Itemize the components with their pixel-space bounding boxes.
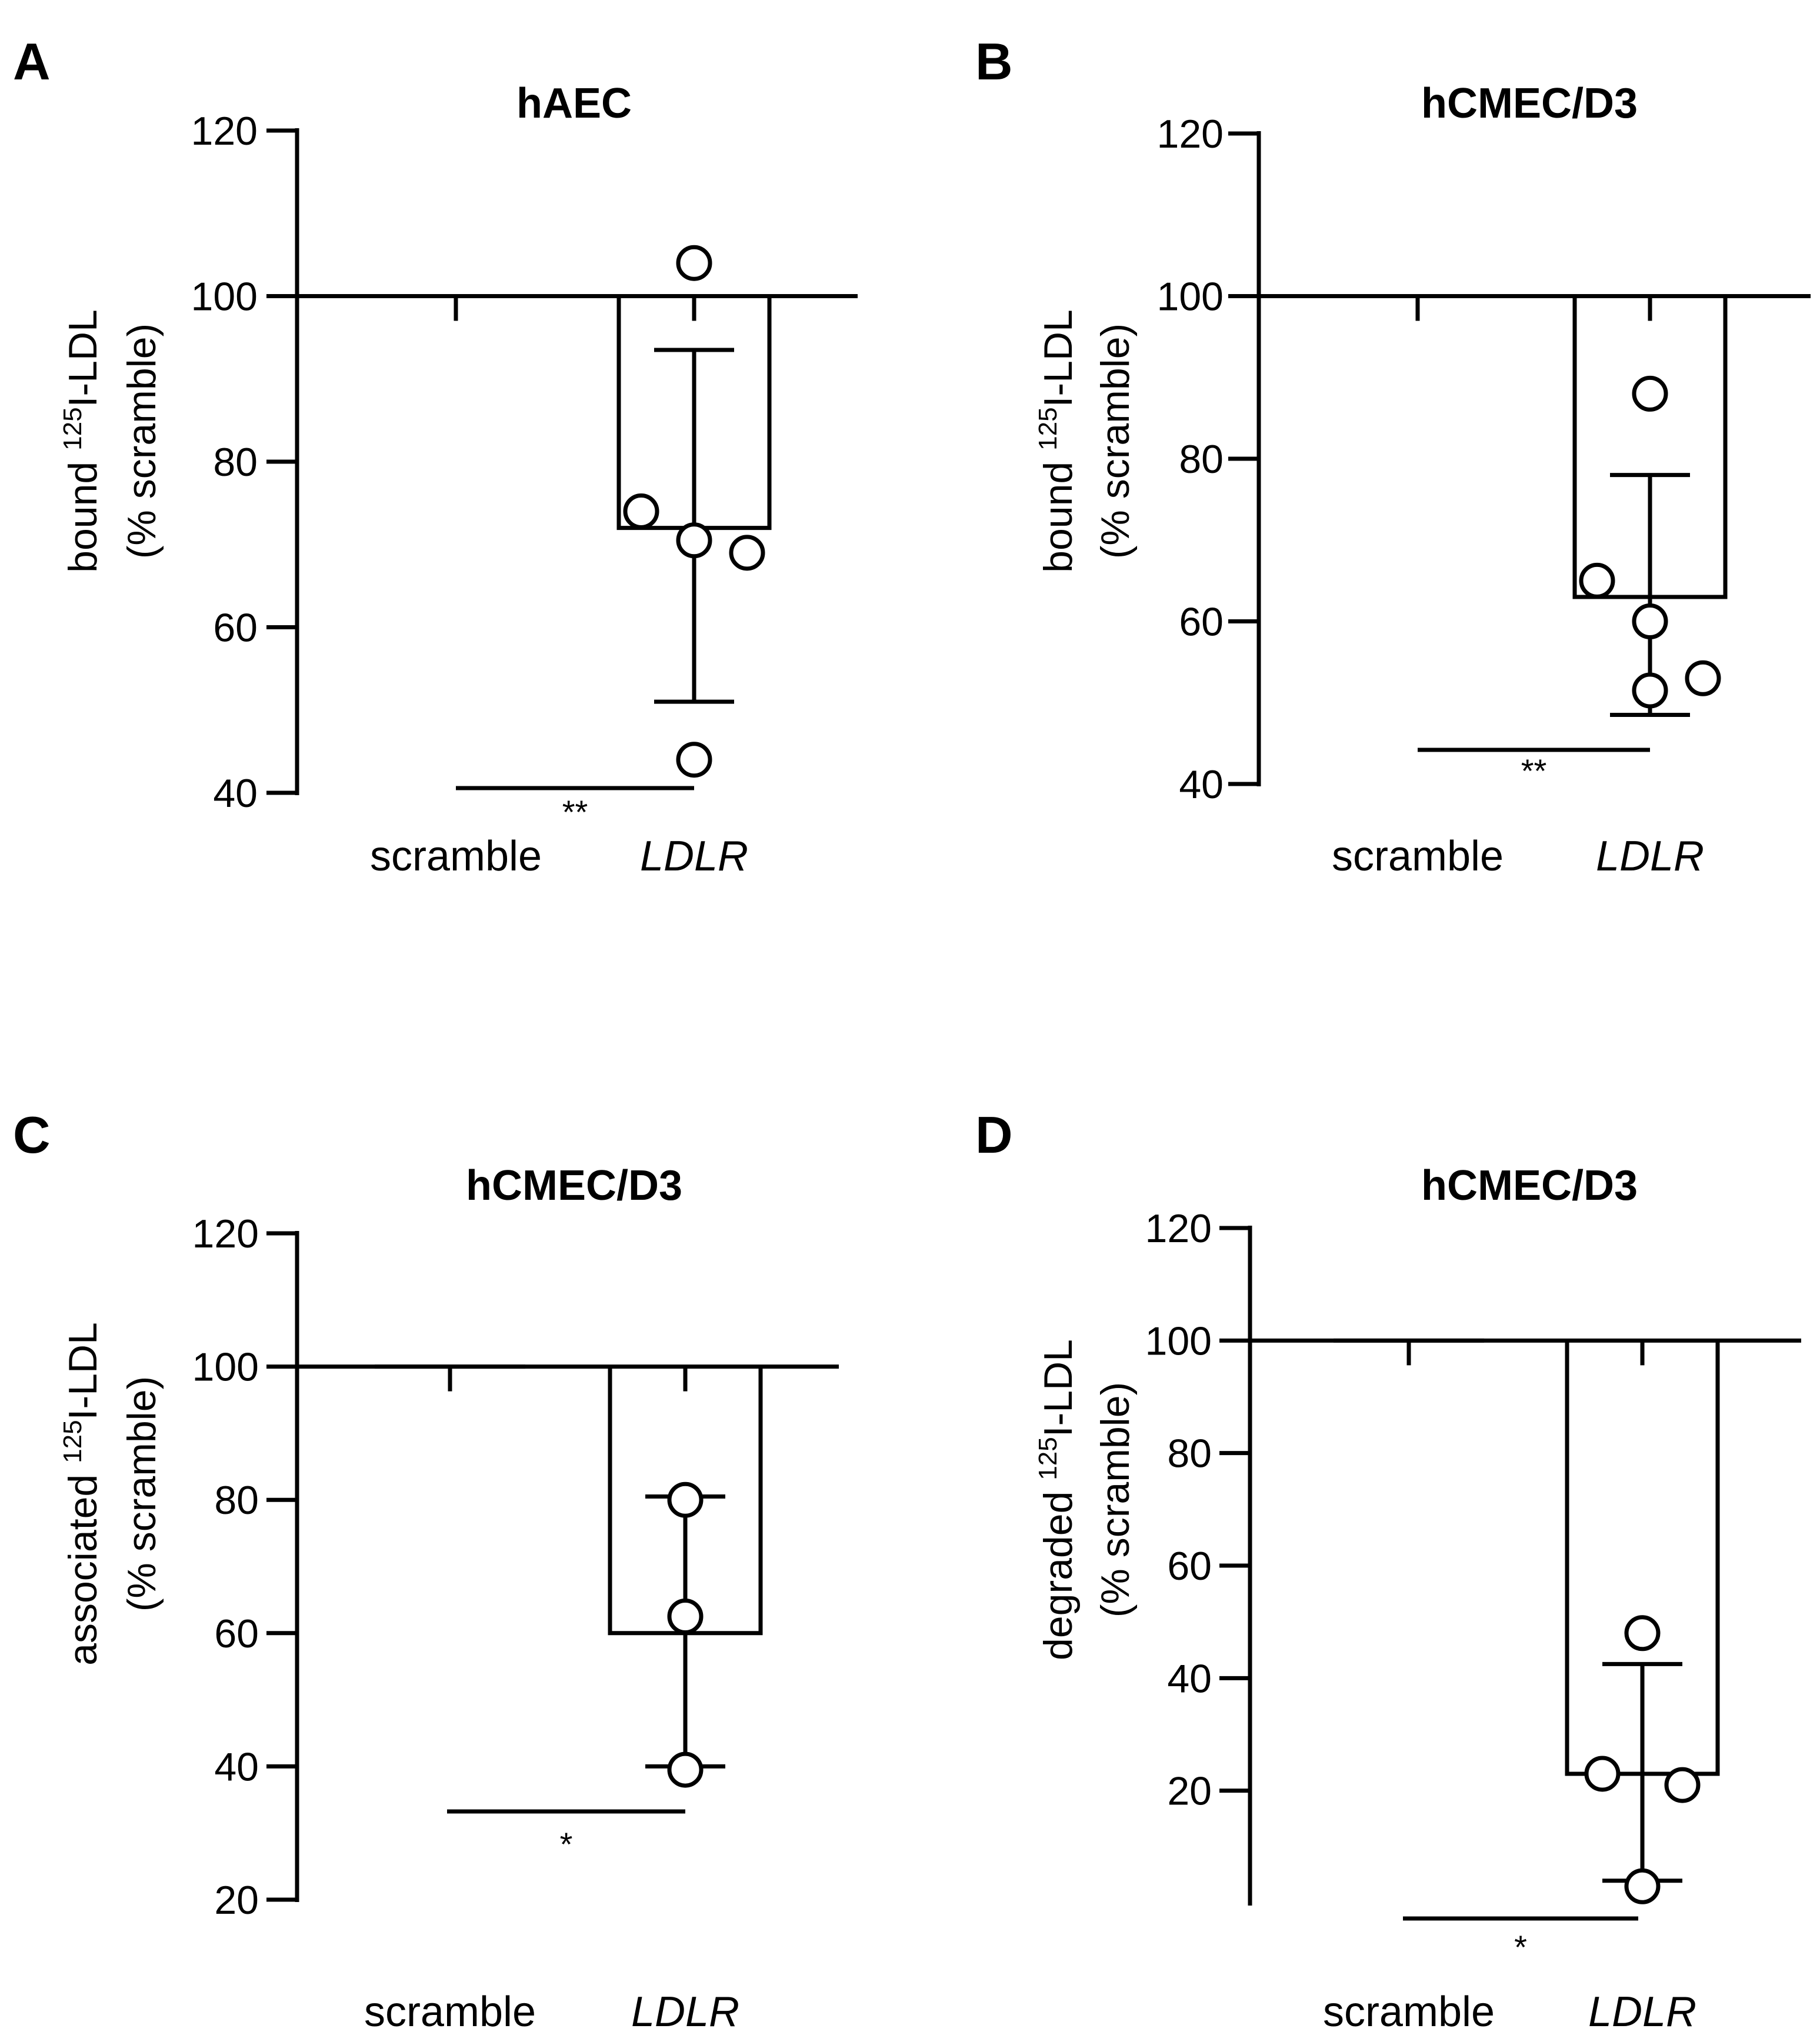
significance-stars: **	[1521, 752, 1547, 789]
y-tick-label: 60	[213, 606, 258, 650]
chart-title: hCMEC/D3	[1421, 1162, 1638, 1209]
y-axis-label-prefix: degraded	[1036, 1480, 1081, 1660]
y-tick-label: 80	[1167, 1432, 1212, 1476]
y-tick-label: 60	[1167, 1544, 1212, 1589]
y-axis-label-line2: (% scramble)	[119, 1376, 164, 1612]
data-point	[667, 1598, 704, 1634]
data-point	[729, 535, 765, 571]
y-tick-label: 120	[1157, 112, 1224, 156]
x-category-label-scramble: scramble	[1323, 1988, 1495, 2036]
y-tick-label: 60	[1179, 600, 1224, 645]
x-category-label-scramble: scramble	[1332, 833, 1504, 880]
panel-letter: A	[13, 32, 51, 91]
data-point	[623, 493, 659, 529]
y-tick-label: 40	[213, 771, 258, 816]
panel-letter: D	[975, 1106, 1013, 1164]
y-axis-label-prefix: associated	[61, 1463, 105, 1666]
data-point	[1624, 1615, 1661, 1651]
y-axis-label-suffix: I-LDL	[1036, 309, 1081, 407]
x-category-label-scramble: scramble	[364, 1988, 536, 2036]
y-axis-label-suffix: I-LDL	[1036, 1339, 1081, 1437]
y-axis-label-superscript: 125	[58, 407, 87, 450]
y-axis-label-prefix: bound	[61, 451, 105, 573]
data-point	[676, 742, 712, 778]
data-point	[1685, 660, 1721, 696]
y-axis-label-line1: bound 125I-LDL	[1034, 309, 1081, 573]
data-point	[1584, 1756, 1621, 1792]
x-category-label-ldlr: LDLR	[1596, 833, 1704, 880]
y-tick-label: 100	[191, 275, 258, 319]
y-tick-label: 20	[214, 1878, 259, 1923]
data-point	[1632, 603, 1668, 639]
y-tick-label: 40	[1167, 1656, 1212, 1701]
y-axis-label-suffix: I-LDL	[61, 309, 105, 407]
y-tick-label: 80	[214, 1478, 259, 1523]
y-axis-label-suffix: I-LDL	[61, 1322, 105, 1420]
chart-title: hAEC	[516, 80, 632, 127]
y-tick-label: 60	[214, 1611, 259, 1656]
data-point	[1632, 375, 1668, 412]
y-tick-label: 100	[1145, 1319, 1212, 1363]
y-tick-label: 80	[1179, 437, 1224, 482]
data-point	[1624, 1868, 1661, 1904]
y-tick-label: 20	[1167, 1769, 1212, 1814]
data-point	[1664, 1767, 1701, 1803]
x-category-label-ldlr: LDLR	[1588, 1988, 1696, 2036]
y-axis-label-superscript: 125	[58, 1420, 87, 1463]
significance-stars: *	[1514, 1928, 1527, 1966]
x-category-label-ldlr: LDLR	[631, 1988, 739, 2036]
y-axis-label-line1: degraded 125I-LDL	[1034, 1339, 1081, 1660]
y-tick-label: 120	[191, 109, 258, 154]
y-tick-label: 80	[213, 440, 258, 485]
y-tick-label: 100	[192, 1345, 259, 1390]
y-axis-label-line2: (% scramble)	[119, 323, 164, 559]
panel-letter: B	[975, 32, 1013, 91]
chart-title: hCMEC/D3	[1421, 80, 1638, 127]
x-category-label-scramble: scramble	[370, 833, 542, 880]
significance-stars: **	[562, 793, 588, 830]
y-tick-label: 40	[1179, 762, 1224, 807]
y-tick-label: 40	[214, 1744, 259, 1789]
data-point	[676, 245, 712, 281]
data-point	[1579, 562, 1615, 599]
y-tick-label: 120	[1145, 1206, 1212, 1251]
y-tick-label: 100	[1157, 275, 1224, 319]
y-axis-label-superscript: 125	[1034, 1437, 1062, 1480]
chart-title: hCMEC/D3	[466, 1162, 682, 1209]
significance-stars: *	[560, 1826, 573, 1863]
data-point	[676, 522, 712, 559]
data-point	[667, 1751, 704, 1788]
y-axis-label-line1: associated 125I-LDL	[58, 1322, 105, 1666]
y-axis-label-line2: (% scramble)	[1093, 1382, 1138, 1618]
y-axis-label-superscript: 125	[1034, 407, 1062, 450]
y-axis-label-line1: bound 125I-LDL	[58, 309, 105, 573]
data-point	[667, 1482, 704, 1518]
data-point	[1632, 672, 1668, 709]
x-category-label-ldlr: LDLR	[640, 833, 748, 880]
y-tick-label: 120	[192, 1212, 259, 1256]
y-axis-label-line2: (% scramble)	[1093, 323, 1138, 559]
y-axis-label-prefix: bound	[1036, 451, 1081, 573]
panel-letter: C	[13, 1106, 51, 1164]
